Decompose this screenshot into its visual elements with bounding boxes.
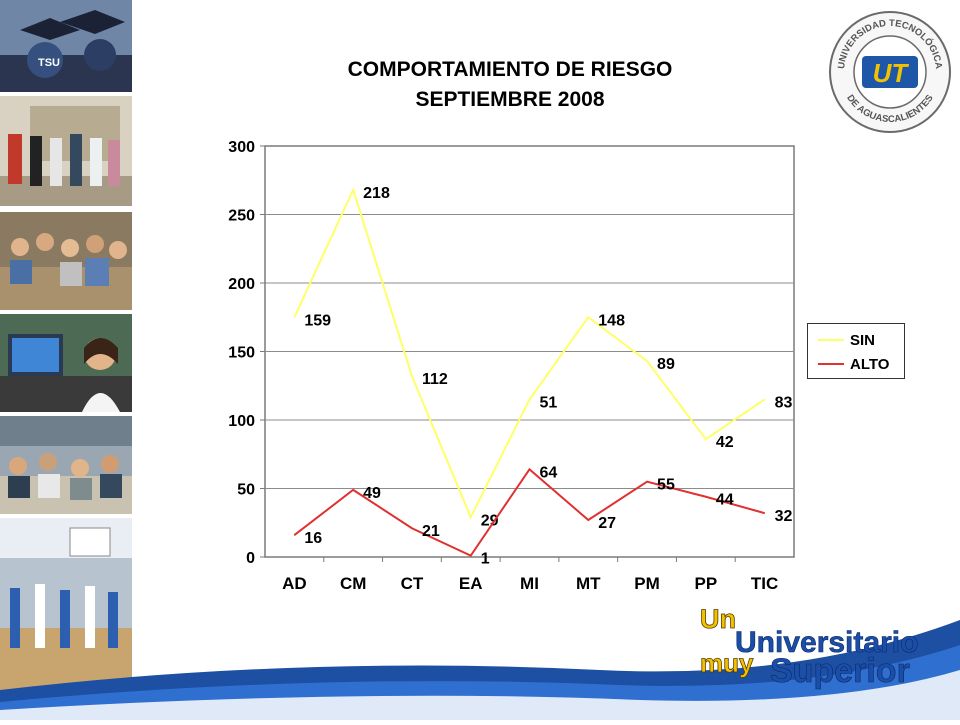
- legend-swatch-alto: [818, 363, 844, 365]
- chart-legend: SIN ALTO: [807, 323, 905, 379]
- legend-label-sin: SIN: [850, 331, 876, 349]
- data-point-alto: [587, 519, 589, 521]
- x-tick-label: TIC: [751, 574, 778, 593]
- y-tick-label: 100: [228, 413, 255, 430]
- slogan-universitario: Universitario: [735, 626, 918, 659]
- data-label-sin: 148: [598, 312, 625, 329]
- data-point-sin: [411, 375, 413, 377]
- data-point-alto: [411, 527, 413, 529]
- data-point-alto: [293, 534, 295, 536]
- tsu-badge: TSU: [38, 57, 60, 69]
- legend-item-sin: SIN: [818, 330, 875, 350]
- data-point-sin: [293, 316, 295, 318]
- legend-label-alto: ALTO: [850, 355, 890, 373]
- data-label-alto: 27: [598, 515, 616, 532]
- data-label-alto: 55: [657, 477, 675, 494]
- data-label-alto: 21: [422, 523, 440, 540]
- line-chart: 0 50 100 150 200 250 300 AD CM CT EA MI MT PM PP TIC 159…: [228, 139, 795, 593]
- x-tick-label: EA: [459, 574, 483, 593]
- photo-strip: TSU: [0, 0, 132, 690]
- y-tick-label: 0: [246, 550, 255, 567]
- data-label-sin: 83: [775, 394, 793, 411]
- data-point-sin: [646, 360, 648, 362]
- data-point-sin: [705, 438, 707, 440]
- data-label-sin: 112: [422, 371, 448, 388]
- data-label-sin: 29: [481, 512, 499, 529]
- x-tick-label: CT: [401, 574, 424, 593]
- x-tick-label: MI: [520, 574, 539, 593]
- data-label-alto: 44: [716, 492, 734, 509]
- slogan-superior: Superior: [770, 652, 910, 690]
- y-tick-label: 250: [228, 208, 255, 225]
- data-point-alto: [529, 468, 530, 470]
- y-tick-label: 200: [228, 276, 255, 293]
- data-point-alto: [705, 496, 707, 498]
- data-label-alto: 16: [304, 530, 322, 547]
- legend-item-alto: ALTO: [818, 354, 889, 374]
- data-label-alto: 1: [481, 551, 490, 568]
- data-point-sin: [587, 316, 589, 318]
- title-line-2: SEPTIEMBRE 2008: [415, 88, 605, 111]
- x-tick-label: PP: [694, 574, 717, 593]
- data-label-alto: 64: [540, 464, 558, 481]
- data-point-alto: [646, 481, 648, 483]
- library-study-photo: [0, 416, 132, 514]
- y-tick-label: 300: [228, 139, 255, 156]
- graduates-photo: TSU: [0, 0, 132, 92]
- slogan-un: Un: [700, 604, 736, 634]
- computer-student-photo: [0, 314, 132, 412]
- slogan-banner: Un Universitario muy Superior: [0, 560, 960, 725]
- chart-title: COMPORTAMIENTO DE RIESGO SEPTIEMBRE 2008: [300, 55, 720, 115]
- data-label-alto: 32: [775, 508, 793, 525]
- y-tick-label: 50: [237, 482, 255, 499]
- svg-text:UT: UT: [873, 58, 910, 88]
- data-label-sin: 218: [363, 185, 390, 202]
- data-label-sin: 51: [540, 394, 558, 411]
- data-point-sin: [470, 516, 472, 518]
- data-point-sin: [352, 189, 354, 191]
- x-tick-label: AD: [282, 574, 307, 593]
- data-point-sin: [529, 398, 530, 400]
- data-label-alto: 49: [363, 485, 381, 502]
- students-walking-photo: [0, 96, 132, 206]
- data-label-sin: 159: [304, 312, 331, 329]
- title-line-1: COMPORTAMIENTO DE RIESGO: [347, 58, 673, 81]
- legend-swatch-sin: [818, 339, 844, 341]
- slogan-muy: muy: [700, 648, 754, 678]
- data-label-sin: 89: [657, 356, 675, 373]
- university-seal-logo: UNIVERSIDAD TECNOLÓGICA DE AGUASCALIENTE…: [828, 10, 952, 139]
- data-point-alto: [764, 512, 766, 514]
- data-point-sin: [764, 398, 766, 400]
- x-tick-label: CM: [340, 574, 366, 593]
- y-tick-label: 150: [228, 345, 255, 362]
- data-label-sin: 42: [716, 434, 734, 451]
- x-tick-label: PM: [634, 574, 660, 593]
- x-tick-label: MT: [576, 574, 601, 593]
- data-point-alto: [470, 555, 472, 557]
- data-point-alto: [352, 489, 354, 491]
- classroom-photo: [0, 212, 132, 310]
